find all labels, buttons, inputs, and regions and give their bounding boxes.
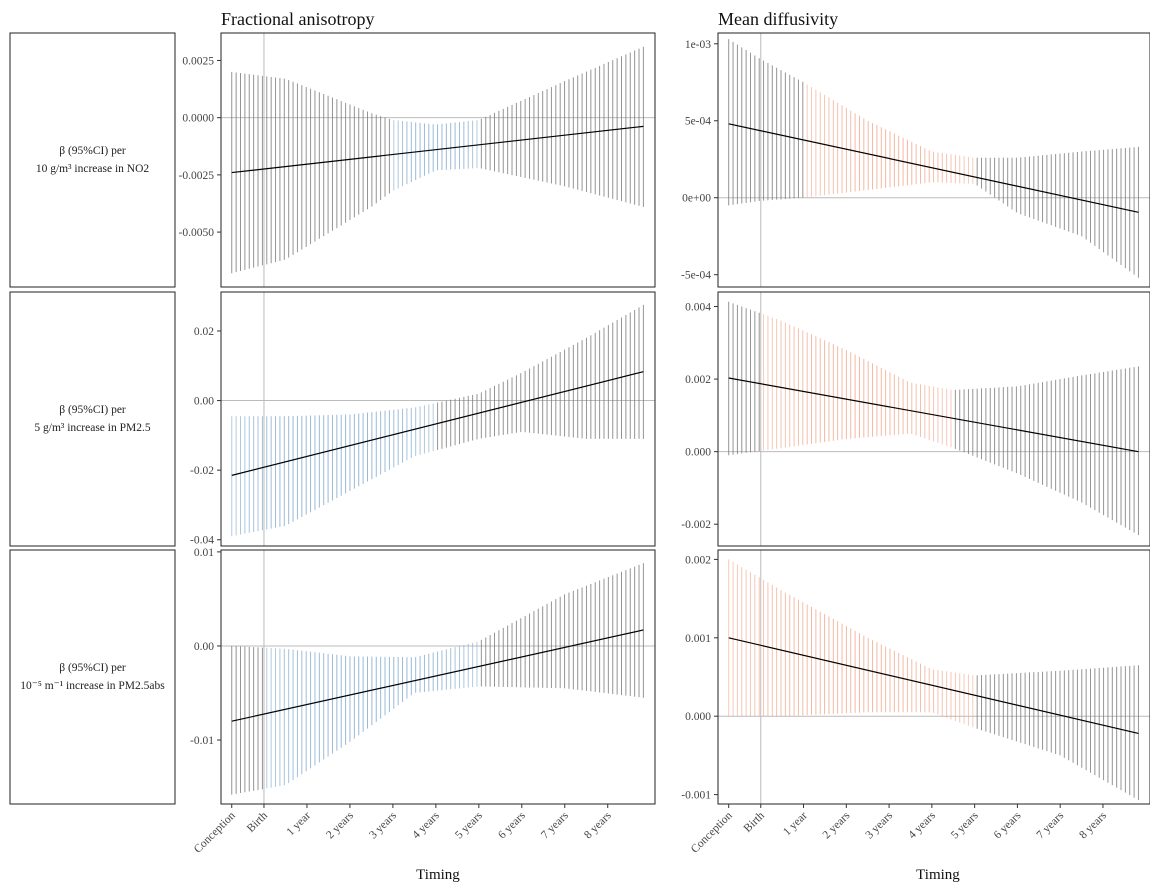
y-tick-label-p6: 0.000 <box>685 711 711 723</box>
x-tick-label-p6: Birth <box>742 809 767 834</box>
x-tick-label-p6: 2 years <box>821 809 853 841</box>
x-tick-label-p6: 3 years <box>863 809 895 841</box>
panel-frame-p4 <box>717 291 1150 547</box>
row-label-line2-2: 5 g/m³ increase in PM2.5 <box>34 422 150 434</box>
y-tick-label-p2: 0e+00 <box>682 193 711 205</box>
col-title-md: Mean diffusivity <box>718 9 838 29</box>
y-tick-label-p6: -0.001 <box>681 790 711 802</box>
estimate-line-p5 <box>231 629 644 722</box>
y-tick-label-p4: 0.002 <box>685 374 711 386</box>
panel-frame-p1 <box>220 32 656 288</box>
col-title-fa: Fractional anisotropy <box>221 9 374 29</box>
x-tick-label-p6: 7 years <box>1035 809 1067 841</box>
x-tick-label-p6: 6 years <box>992 809 1024 841</box>
y-tick-label-p1: 0.0025 <box>182 55 214 67</box>
y-tick-label-p2: -5e-04 <box>681 270 711 282</box>
x-tick-label-p5: 2 years <box>324 809 356 841</box>
y-tick-label-p3: -0.02 <box>190 465 214 477</box>
panel-frame-p3 <box>220 291 656 547</box>
y-tick-label-p3: 0.00 <box>194 396 214 408</box>
x-tick-label-p6: 1 year <box>781 810 810 839</box>
x-tick-label-p5: 5 years <box>453 809 485 841</box>
estimate-line-p1 <box>231 125 644 174</box>
y-tick-label-p4: 0.000 <box>685 447 711 459</box>
row-label-line2-1: 10 g/m³ increase in NO2 <box>36 163 150 175</box>
row-label-box-2 <box>9 291 176 547</box>
y-tick-label-p5: 0.00 <box>194 641 214 653</box>
y-tick-label-p2: 5e-04 <box>685 116 711 128</box>
y-tick-label-p1: -0.0025 <box>179 170 215 182</box>
row-label-box-3 <box>9 549 176 805</box>
row-label-line1-3: β (95%CI) per <box>59 662 126 674</box>
x-tick-label-p5: Conception <box>192 809 238 855</box>
y-tick-label-p1: 0.0000 <box>182 113 214 125</box>
y-tick-label-p3: 0.02 <box>194 326 214 338</box>
x-tick-label-p6: Conception <box>689 809 735 855</box>
x-tick-label-p6: 4 years <box>906 809 938 841</box>
y-tick-label-p3: -0.04 <box>190 535 214 547</box>
x-tick-label-p6: 8 years <box>1077 809 1109 841</box>
x-tick-label-p5: 8 years <box>582 809 614 841</box>
x-axis-title-fa: Timing <box>416 867 460 882</box>
y-tick-label-p4: 0.004 <box>685 302 711 314</box>
row-label-box-1 <box>9 32 176 288</box>
x-axis-title-md: Timing <box>916 867 960 882</box>
y-tick-label-p6: 0.001 <box>685 633 711 645</box>
y-tick-label-p5: -0.01 <box>190 735 214 747</box>
estimate-line-p4 <box>728 377 1139 453</box>
y-tick-label-p4: -0.002 <box>681 519 711 531</box>
x-tick-label-p5: 1 year <box>284 810 313 839</box>
estimate-line-p6 <box>728 637 1139 735</box>
row-label-line1-2: β (95%CI) per <box>59 404 126 416</box>
y-tick-label-p6: 0.002 <box>685 554 711 566</box>
panel-frame-p5 <box>220 549 656 805</box>
x-tick-label-p5: 3 years <box>367 809 399 841</box>
estimate-line-p3 <box>231 371 644 476</box>
x-tick-label-p5: Birth <box>245 809 270 834</box>
y-tick-label-p5: 0.01 <box>194 547 214 559</box>
x-tick-label-p5: 4 years <box>410 809 442 841</box>
x-tick-label-p6: 5 years <box>949 809 981 841</box>
row-label-line2-3: 10⁻⁵ m⁻¹ increase in PM2.5abs <box>20 680 165 692</box>
y-tick-label-p2: 1e-03 <box>685 39 711 51</box>
estimate-line-p2 <box>728 123 1139 213</box>
panel-frame-p6 <box>717 549 1150 805</box>
x-tick-label-p5: 7 years <box>539 809 571 841</box>
panel-frame-p2 <box>717 32 1150 288</box>
row-label-line1-1: β (95%CI) per <box>59 145 126 157</box>
x-tick-label-p5: 6 years <box>496 809 528 841</box>
y-tick-label-p1: -0.0050 <box>179 227 215 239</box>
